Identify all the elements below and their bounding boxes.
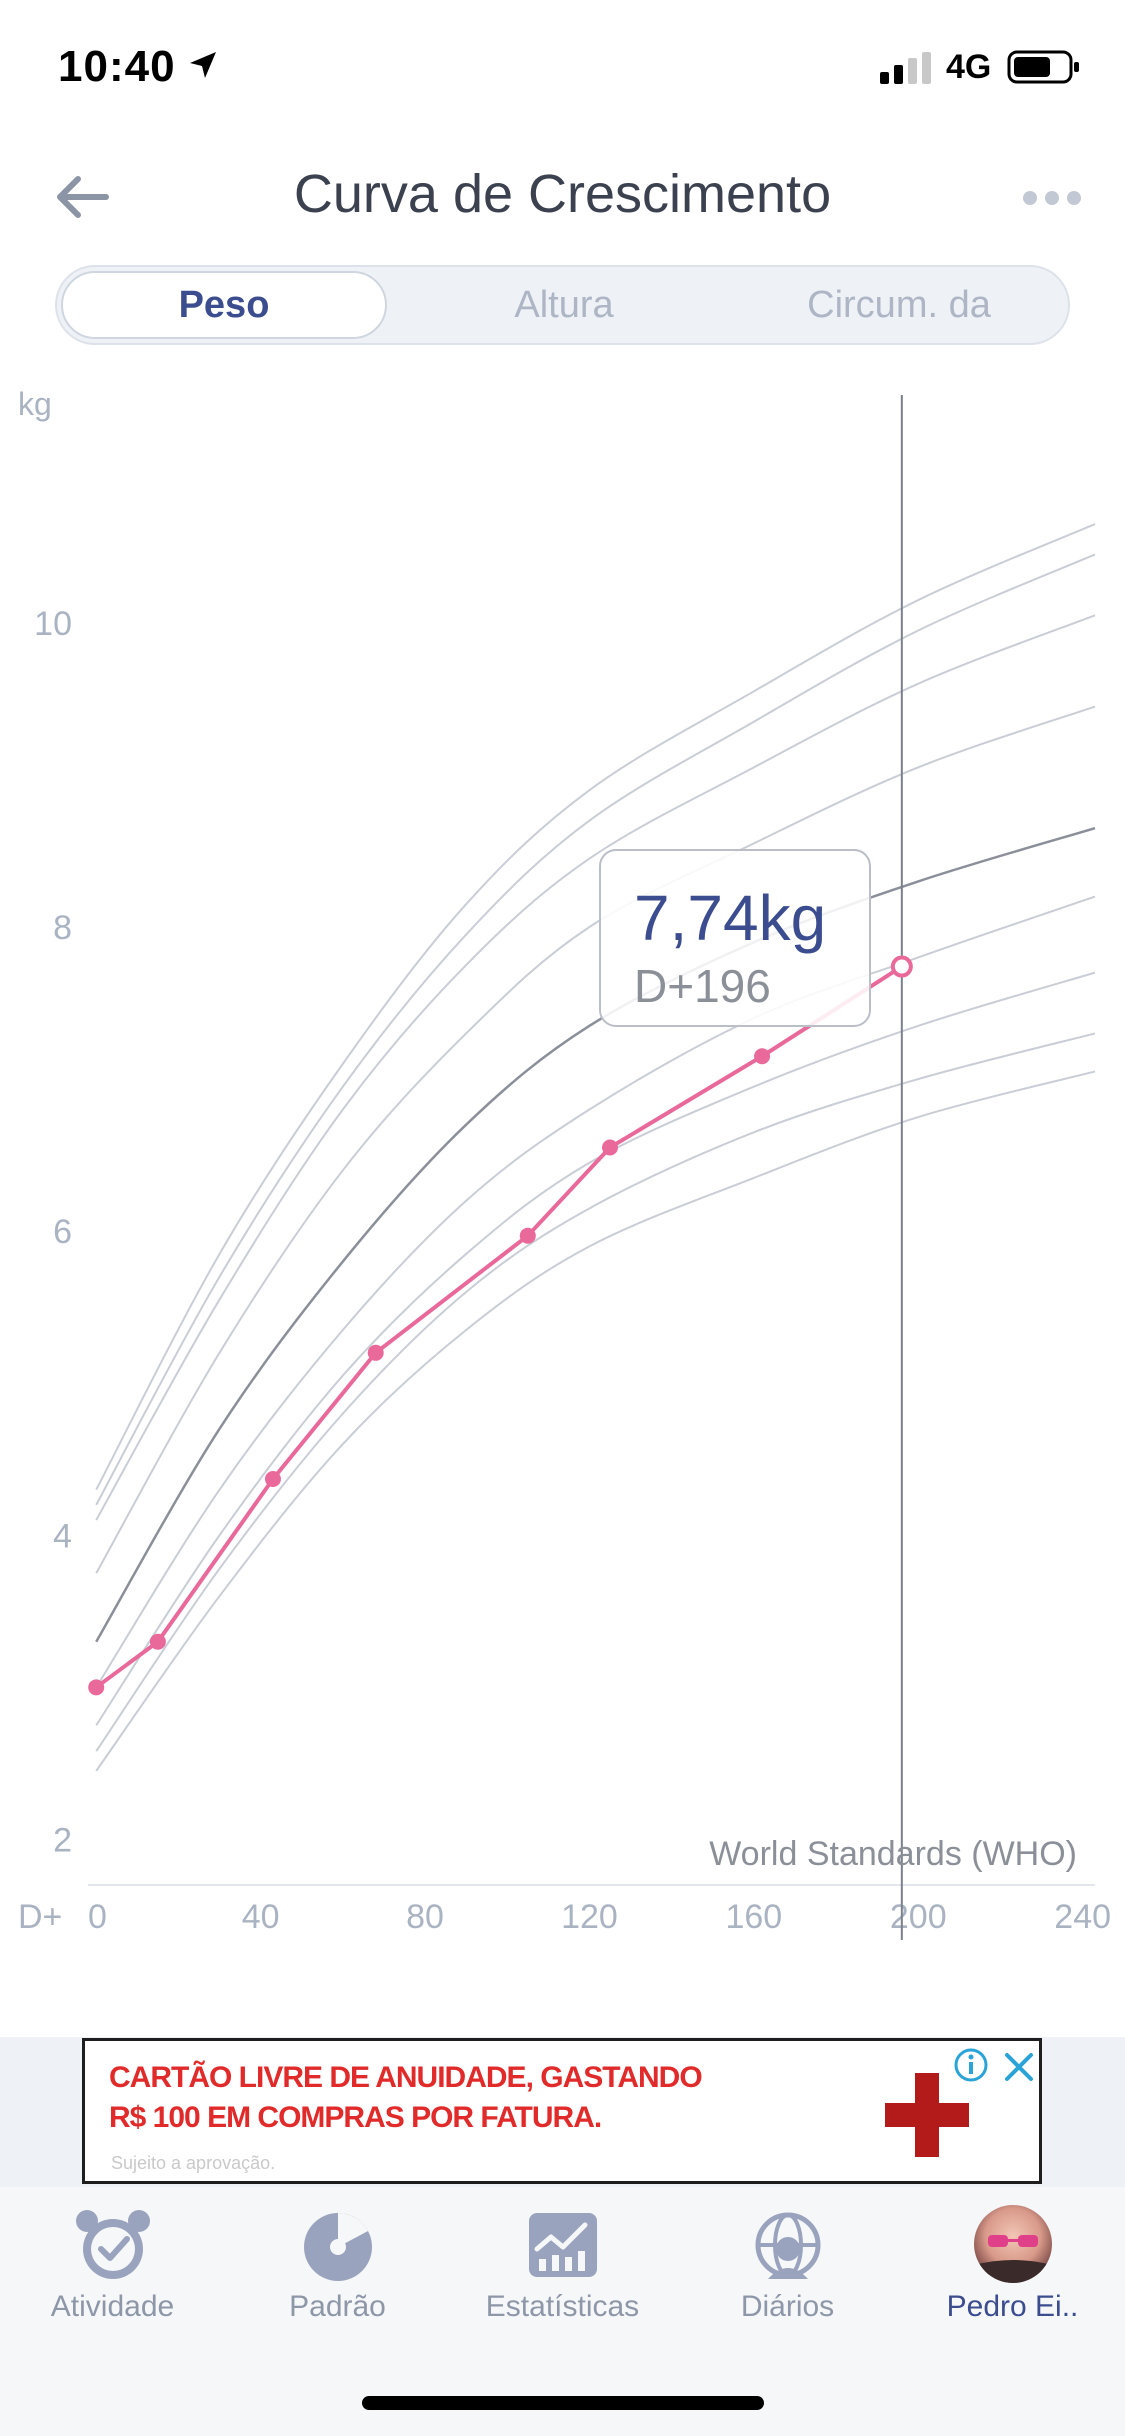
tab-statistics[interactable] <box>450 2205 675 2325</box>
network-type: 4G <box>946 48 992 86</box>
measurement-line <box>95 964 903 1689</box>
tab-pattern-label: Padrão <box>289 2290 386 2323</box>
tab-diaries[interactable] <box>675 2205 900 2325</box>
tab-diaries-label: Diários <box>740 2290 835 2323</box>
battery-icon <box>1007 50 1079 84</box>
x-tick-label: 200 <box>890 1898 947 1936</box>
x-axis-prefix-label: D+ <box>18 1898 62 1936</box>
x-tick-label: 80 <box>406 1898 444 1936</box>
x-tick-label: 120 <box>561 1898 618 1936</box>
measurement-point <box>601 1139 618 1156</box>
percentile-curve <box>95 895 1096 1688</box>
y-tick-label: 8 <box>53 909 72 947</box>
tooltip-value: 7,74kg <box>634 882 826 954</box>
ad-close-icon[interactable] <box>1001 2049 1037 2085</box>
tab-head-circumference[interactable]: Circum. da <box>807 284 991 326</box>
signal-bars-icon <box>880 52 931 84</box>
tooltip-day: D+196 <box>634 960 771 1012</box>
percentile-curve <box>95 523 1096 1491</box>
alarm-clock-icon <box>75 2210 150 2279</box>
x-tick-label: 0 <box>88 1898 107 1936</box>
ad-footnote: Sujeito a aprovação. <box>111 2153 276 2173</box>
ad-banner[interactable]: CARTÃO LIVRE DE ANUIDADE, GASTANDO R$ 10… <box>82 2038 1042 2184</box>
x-tick-label: 240 <box>1054 1898 1111 1936</box>
more-options-icon[interactable] <box>1022 188 1082 208</box>
measurement-point <box>264 1470 281 1487</box>
x-tick-label: 40 <box>242 1898 280 1936</box>
status-bar: 10:40 4G <box>0 0 1125 135</box>
page-title: Curva de Crescimento <box>293 164 832 224</box>
avatar <box>973 2205 1052 2283</box>
measurement-point <box>88 1679 105 1696</box>
tab-height[interactable]: Altura <box>514 284 614 326</box>
ad-text-line1: CARTÃO LIVRE DE ANUIDADE, GASTANDO <box>109 2061 703 2094</box>
percentile-curve <box>95 1070 1096 1772</box>
tab-activity-label: Atividade <box>50 2290 175 2323</box>
median-curve <box>95 826 1096 1643</box>
back-arrow-icon[interactable] <box>52 172 112 222</box>
y-tick-label: 4 <box>53 1517 72 1555</box>
tab-profile[interactable] <box>900 2205 1125 2325</box>
measurement-tabs: Peso Altura Circum. da <box>55 265 1070 345</box>
percentile-curve <box>95 705 1096 1574</box>
measurement-point-selected <box>890 955 913 978</box>
status-time: 10:40 <box>58 42 176 91</box>
measurement-point <box>754 1048 771 1065</box>
tab-pattern[interactable] <box>225 2205 450 2325</box>
measurement-point <box>367 1344 384 1361</box>
tab-activity[interactable] <box>0 2205 225 2325</box>
measurement-point <box>519 1227 536 1244</box>
growth-chart[interactable]: kg 2 4 6 8 10 D+ 0 40 80 120 160 200 240 World Standar… <box>0 380 1125 1980</box>
tab-weight[interactable]: Peso <box>61 271 387 339</box>
y-tick-label: 6 <box>53 1213 72 1251</box>
location-arrow-icon <box>190 52 216 78</box>
ad-info-icon[interactable] <box>953 2047 989 2083</box>
statistics-chart-icon <box>528 2213 597 2277</box>
who-standard-label: World Standards (WHO) <box>709 1835 1077 1873</box>
ad-cross-logo-icon <box>885 2073 969 2157</box>
percentile-curve <box>95 1032 1096 1752</box>
diary-globe-icon <box>755 2212 820 2279</box>
value-tooltip <box>599 849 871 1027</box>
y-axis-unit-label: kg <box>18 386 52 422</box>
ad-text-line2: R$ 100 EM COMPRAS POR FATURA. <box>109 2101 602 2134</box>
pattern-pie-icon <box>303 2213 372 2281</box>
y-tick-label: 10 <box>34 605 72 643</box>
percentile-curve <box>95 553 1096 1506</box>
percentile-curve <box>95 614 1096 1521</box>
tab-statistics-label: Estatísticas <box>485 2290 640 2323</box>
y-tick-label: 2 <box>53 1821 72 1859</box>
tab-profile-label: Pedro Ei.. <box>946 2290 1079 2323</box>
home-indicator <box>362 2396 764 2410</box>
x-tick-label: 160 <box>725 1898 782 1936</box>
measurement-point <box>149 1633 166 1650</box>
percentile-curve <box>95 971 1096 1726</box>
